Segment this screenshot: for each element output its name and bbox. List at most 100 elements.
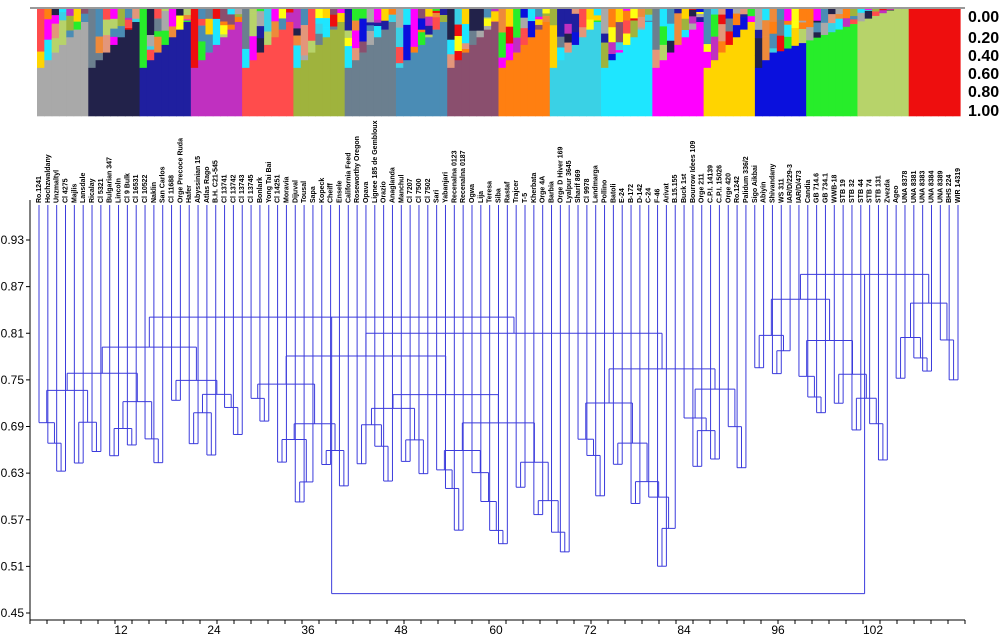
leaf-label: Lignee 185 de Gembloux — [372, 120, 379, 203]
structure-segment-108-3 — [828, 32, 837, 117]
leaf-label: Recenalna 0187 — [460, 150, 467, 203]
structure-segment-85-3 — [659, 60, 668, 117]
structure-segment-22-2 — [198, 25, 207, 42]
scale-label-2: 0.40 — [968, 48, 999, 65]
structure-segment-36-1 — [300, 25, 309, 56]
structure-segment-69-2 — [542, 16, 551, 23]
structure-segment-99-1 — [762, 20, 771, 37]
structure-segment-100-0 — [769, 9, 778, 23]
structure-segment-16-0 — [154, 9, 163, 19]
structure-segment-68-2 — [535, 19, 544, 26]
structure-segment-22-4 — [198, 60, 207, 117]
structure-segment-35-1 — [293, 28, 302, 36]
structure-segment-100-1 — [769, 21, 778, 35]
structure-segment-56-0 — [447, 9, 456, 41]
leaf-label: Siba — [496, 188, 503, 203]
structure-segment-5-1 — [73, 21, 82, 30]
structure-segment-55-2 — [439, 21, 448, 117]
structure-segment-32-1 — [271, 21, 280, 38]
structure-segment-108-1 — [828, 14, 837, 24]
structure-segment-57-0 — [454, 9, 463, 25]
structure-segment-1-2 — [44, 39, 53, 61]
structure-segment-57-2 — [454, 36, 463, 52]
leaf-label: Kherbata — [531, 173, 538, 203]
structure-segment-56-2 — [447, 54, 456, 69]
x-tick-label: 60 — [489, 623, 503, 637]
structure-segment-10-2 — [110, 28, 119, 38]
structure-segment-37-0 — [308, 9, 316, 42]
structure-segment-2-1 — [51, 15, 60, 24]
structure-segment-48-0 — [388, 9, 397, 15]
structure-segment-11-2 — [117, 37, 126, 117]
structure-segment-2-4 — [51, 52, 60, 117]
structure-segment-45-0 — [366, 9, 375, 23]
leaf-label: Orge D Hiver 169 — [557, 146, 564, 203]
structure-segment-15-0 — [146, 9, 155, 36]
structure-segment-76-0 — [593, 9, 602, 16]
structure-segment-20-2 — [183, 19, 192, 21]
structure-segment-58-1 — [461, 24, 470, 44]
structure-segment-88-2 — [681, 29, 690, 38]
structure-segment-82-2 — [637, 21, 646, 28]
structure-segment-98-2 — [754, 38, 763, 56]
structure-segment-100-3 — [769, 48, 778, 53]
structure-segment-49-4 — [395, 67, 404, 117]
structure-segment-64-1 — [505, 26, 514, 44]
leaf-label: Sari — [434, 190, 441, 203]
structure-segment-42-1 — [344, 30, 353, 39]
structure-segment-44-0 — [359, 9, 368, 19]
structure-segment-49-1 — [395, 27, 404, 48]
structure-segment-47-1 — [381, 20, 390, 30]
structure-segment-94-3 — [725, 44, 734, 117]
structure-segment-111-2 — [850, 19, 859, 25]
structure-segment-56-3 — [447, 67, 456, 117]
scale-label-0: 0.00 — [968, 9, 999, 26]
structure-segment-108-2 — [828, 23, 837, 33]
structure-segment-111-3 — [850, 24, 859, 117]
y-tick-label: 0.51 — [1, 559, 25, 573]
structure-segment-12-2 — [124, 19, 133, 29]
structure-segment-23-1 — [205, 18, 214, 35]
structure-segment-40-4 — [330, 29, 338, 117]
structure-segment-15-2 — [146, 46, 155, 50]
structure-segment-44-2 — [359, 41, 368, 53]
leaf-label: WS 311 — [778, 178, 785, 203]
structure-segment-16-3 — [154, 36, 163, 53]
structure-segment-106-4 — [813, 37, 822, 117]
leaf-label: Bourrow Idees 109 — [690, 141, 697, 203]
structure-segment-55-1 — [439, 15, 448, 23]
structure-segment-40-3 — [330, 26, 338, 30]
structure-segment-65-0 — [513, 9, 522, 38]
structure-segment-66-3 — [520, 34, 529, 46]
leaf-label: Cl 7207 — [407, 178, 414, 203]
structure-segment-42-0 — [344, 9, 353, 31]
leaf-label: Cl 10522 — [142, 174, 149, 203]
structure-segment-22-0 — [198, 9, 207, 20]
structure-segment-38-0 — [315, 9, 324, 19]
structure-segment-30-0 — [256, 9, 265, 12]
leaf-label: Ageo — [893, 186, 900, 204]
leaf-label: Landmarga — [593, 165, 600, 203]
structure-segment-98-4 — [754, 67, 763, 117]
structure-segment-27-3 — [234, 21, 243, 117]
structure-segment-91-3 — [703, 67, 712, 117]
structure-segment-11-1 — [117, 26, 126, 38]
structure-segment-58-4 — [461, 52, 470, 117]
leaf-label: Batoli — [610, 184, 617, 204]
structure-segment-52-3 — [417, 32, 426, 46]
structure-segment-50-0 — [403, 9, 412, 26]
structure-segment-49-3 — [395, 63, 404, 69]
structure-segment-120-3 — [916, 9, 924, 117]
leaf-label: Barbia — [549, 181, 556, 203]
structure-segment-99-0 — [762, 9, 771, 21]
structure-segment-115-1 — [879, 10, 888, 14]
structure-segment-101-2 — [776, 35, 785, 52]
structure-segment-95-1 — [732, 13, 741, 26]
structure-segment-63-3 — [498, 57, 507, 69]
structure-segment-52-2 — [417, 29, 426, 33]
structure-segment-22-3 — [198, 41, 207, 61]
structure-segment-66-1 — [520, 17, 529, 29]
structure-segment-13-1 — [132, 18, 141, 23]
structure-segment-59-2 — [469, 38, 478, 46]
structure-segment-46-4 — [373, 37, 382, 117]
